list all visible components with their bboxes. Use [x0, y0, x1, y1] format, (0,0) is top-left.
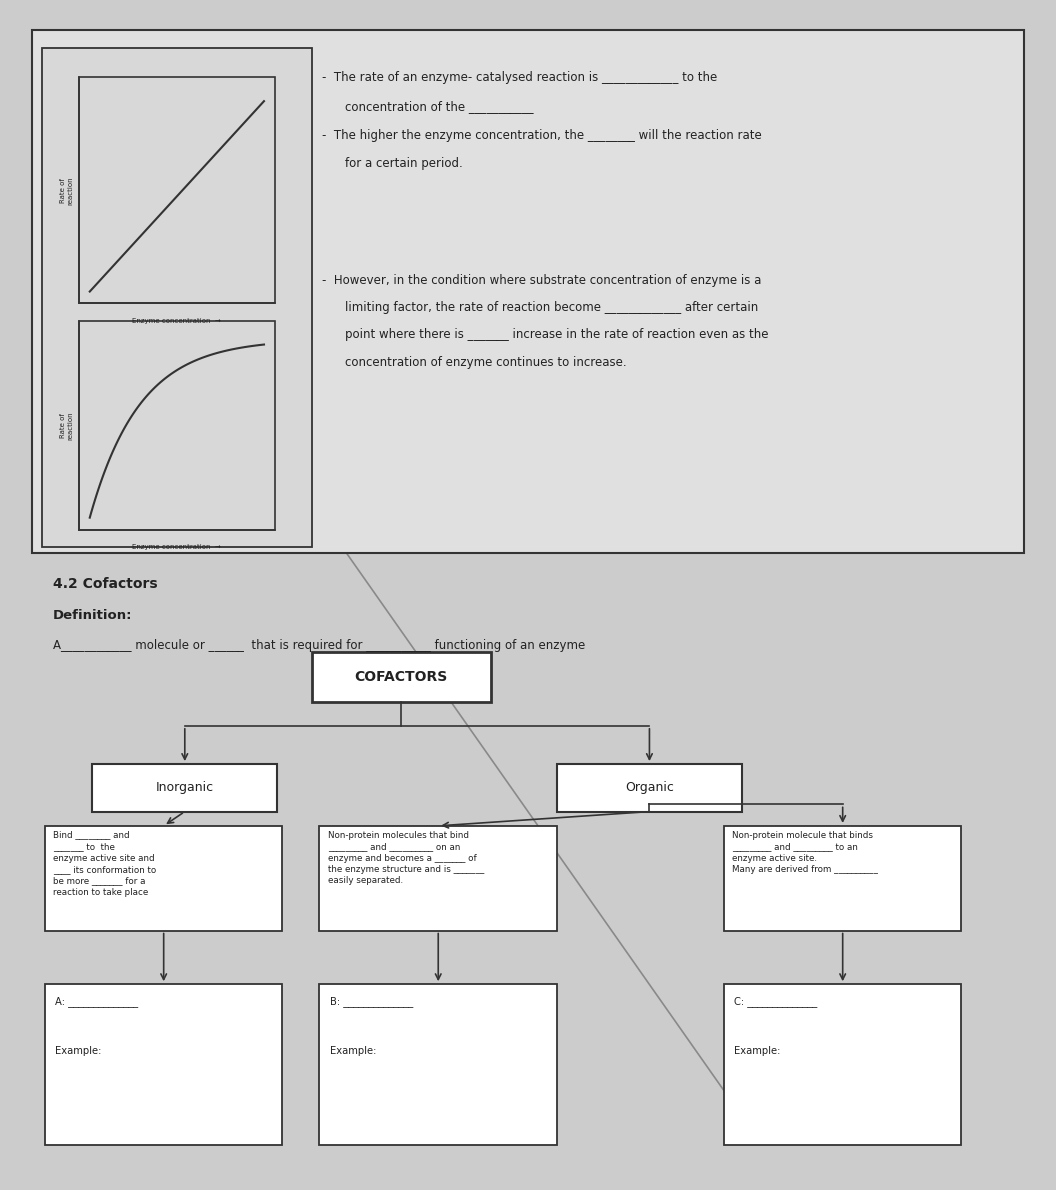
- Text: Rate of
reaction: Rate of reaction: [60, 411, 73, 440]
- Text: Example:: Example:: [329, 1046, 376, 1056]
- FancyBboxPatch shape: [79, 77, 275, 303]
- Text: Non-protein molecule that binds
_________ and _________ to an
enzyme active site: Non-protein molecule that binds ________…: [733, 831, 879, 873]
- Text: Example:: Example:: [55, 1046, 101, 1056]
- Text: Non-protein molecules that bind
_________ and __________ on an
enzyme and become: Non-protein molecules that bind ________…: [327, 831, 484, 885]
- Text: Rate of
reaction: Rate of reaction: [60, 176, 73, 205]
- FancyBboxPatch shape: [558, 764, 741, 812]
- Text: -  The higher the enzyme concentration, the ________ will the reaction rate: - The higher the enzyme concentration, t…: [322, 129, 761, 142]
- FancyBboxPatch shape: [79, 321, 275, 530]
- Text: 4.2 Cofactors: 4.2 Cofactors: [53, 577, 157, 591]
- Text: C: ______________: C: ______________: [735, 996, 817, 1007]
- FancyBboxPatch shape: [44, 984, 283, 1145]
- Text: concentration of enzyme continues to increase.: concentration of enzyme continues to inc…: [345, 356, 627, 369]
- Text: point where there is _______ increase in the rate of reaction even as the: point where there is _______ increase in…: [345, 328, 769, 342]
- Text: Inorganic: Inorganic: [155, 782, 214, 794]
- FancyBboxPatch shape: [42, 48, 312, 547]
- Text: Enzyme concentration  →: Enzyme concentration →: [132, 544, 222, 550]
- Text: A: ______________: A: ______________: [55, 996, 138, 1007]
- Text: A____________ molecule or ______  that is required for ___________ functioning o: A____________ molecule or ______ that is…: [53, 639, 585, 652]
- FancyBboxPatch shape: [32, 30, 1024, 553]
- FancyBboxPatch shape: [44, 826, 283, 931]
- Text: Example:: Example:: [735, 1046, 780, 1056]
- Text: Definition:: Definition:: [53, 609, 132, 622]
- FancyBboxPatch shape: [319, 826, 558, 931]
- Text: -  The rate of an enzyme- catalysed reaction is _____________ to the: - The rate of an enzyme- catalysed react…: [322, 71, 717, 84]
- Text: concentration of the ___________: concentration of the ___________: [345, 100, 534, 113]
- Text: Organic: Organic: [625, 782, 674, 794]
- Text: Bind ________ and
_______ to  the
enzyme active site and
____ its conformation t: Bind ________ and _______ to the enzyme …: [53, 831, 156, 897]
- Text: COFACTORS: COFACTORS: [355, 670, 448, 684]
- FancyBboxPatch shape: [312, 652, 491, 702]
- FancyBboxPatch shape: [319, 984, 558, 1145]
- Text: limiting factor, the rate of reaction become _____________ after certain: limiting factor, the rate of reaction be…: [345, 301, 758, 314]
- FancyBboxPatch shape: [93, 764, 277, 812]
- Text: for a certain period.: for a certain period.: [345, 157, 464, 170]
- Text: -  However, in the condition where substrate concentration of enzyme is a: - However, in the condition where substr…: [322, 274, 761, 287]
- Text: Enzyme concentration  →: Enzyme concentration →: [132, 318, 222, 324]
- FancyBboxPatch shape: [724, 826, 961, 931]
- FancyBboxPatch shape: [724, 984, 961, 1145]
- Text: B: ______________: B: ______________: [329, 996, 413, 1007]
